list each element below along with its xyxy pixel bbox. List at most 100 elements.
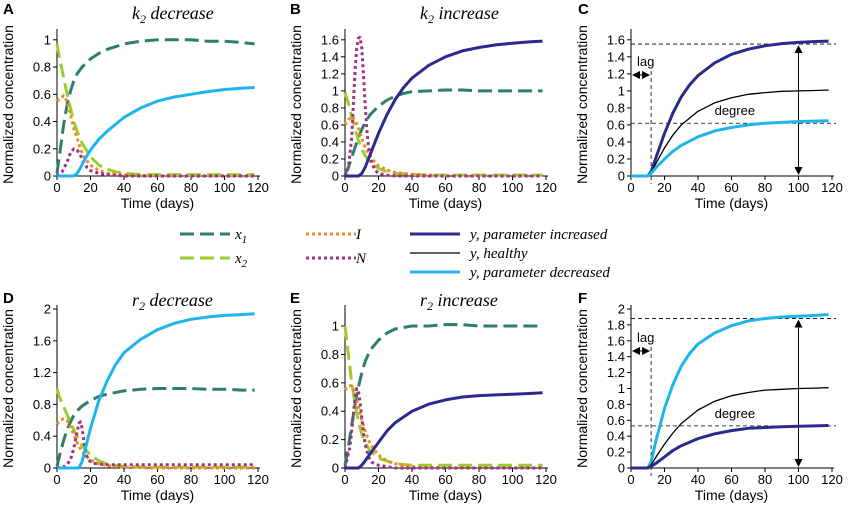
series-line-N [343,387,543,470]
y-tick-label: 0.2 [321,432,339,447]
x-tick-label: 60 [438,180,452,195]
x-tick-label: 60 [724,472,738,487]
legend-subscript: 2 [242,258,248,270]
y-tick-label: 0 [618,461,625,476]
y-tick-label: 0.4 [321,134,339,149]
degree-label: degree [715,103,755,118]
x-tick-label: 60 [150,180,164,195]
x-axis-label: Time (days) [695,487,768,503]
y-axis-label: Normalized concentration [0,309,16,468]
series-line-x2 [55,43,255,177]
series-line-x1 [343,323,543,466]
panel-f: F00.20.40.60.811.21.41.61.820 20 40 60 80 100… [574,290,843,503]
legend-subscript: 1 [242,234,248,246]
series-line-N [343,35,543,178]
x-tick-label: 100 [214,180,236,195]
legend-text: y, parameter decreased [468,265,610,281]
x-tick-label: 80 [184,180,198,195]
y-tick-label: 1.4 [607,49,625,64]
y-tick-label: 1.2 [607,66,625,81]
y-tick-label: 0.8 [321,100,339,115]
x-tick-label: 20 [83,180,97,195]
x-tick-label: 120 [821,180,843,195]
legend-label-x2: x2 [234,251,248,270]
panel-letter: A [3,1,14,18]
series-line-ydec [631,119,829,178]
lag-label: lag [637,330,654,345]
y-axis-label: Normalized concentration [574,309,590,468]
y-tick-label: 1.8 [607,317,625,332]
title-subscript: 2 [140,12,146,26]
series-line-yinc [345,39,543,178]
y-tick-label: 0.6 [321,117,339,132]
x-tick-label: 40 [117,472,131,487]
y-axis-label: Normalized concentration [0,25,16,184]
legend-label-x1: x1 [234,227,247,246]
y-tick-label: 2 [618,302,625,317]
x-tick-label: 80 [758,472,772,487]
y-tick-label: 0 [332,461,339,476]
x-axis-label: Time (days) [121,195,194,211]
y-tick-label: 0.2 [607,151,625,166]
x-tick-label: 120 [247,180,269,195]
series-line-I [56,94,255,178]
x-tick-label: 40 [117,180,131,195]
series-line-I [55,417,255,470]
title-variable: k [132,3,141,23]
legend-label-N: N [355,251,367,267]
x-tick-label: 80 [184,472,198,487]
y-tick-label: 1 [44,32,51,47]
panel-title: r2 decrease [132,290,213,313]
y-tick-label: 0.4 [607,429,625,444]
y-tick-label: 0.8 [607,397,625,412]
title-text: decrease [145,290,213,310]
panel-letter: D [3,290,14,307]
legend-label-ydec: y, parameter decreased [468,265,610,281]
panel-letter: F [578,290,587,307]
series-line-I [343,384,543,470]
y-tick-label: 0.4 [33,114,51,129]
title-subscript: 2 [139,299,145,313]
series-line-yinc [631,424,829,470]
x-tick-label: 20 [657,180,671,195]
x-tick-label: 120 [535,180,557,195]
x-tick-label: 80 [472,472,486,487]
x-tick-label: 20 [371,472,385,487]
x-tick-label: 0 [627,472,634,487]
y-tick-label: 0.8 [33,60,51,75]
x-tick-label: 40 [405,180,419,195]
y-tick-label: 0 [44,461,51,476]
panel-letter: B [290,1,301,18]
x-tick-label: 60 [150,472,164,487]
x-axis-label: Time (days) [409,487,482,503]
series-line-x1 [55,38,255,174]
x-tick-label: 100 [502,180,524,195]
series-line-N [56,147,255,178]
x-tick-label: 20 [371,180,385,195]
x-tick-label: 0 [627,180,634,195]
x-tick-label: 0 [53,180,60,195]
y-tick-label: 1.2 [33,365,51,380]
series-line-yh [631,387,829,469]
legend-text: x [234,227,242,243]
series-line-x1 [55,387,255,467]
y-tick-label: 0.4 [33,429,51,444]
x-tick-label: 120 [535,472,557,487]
legend-text: I [355,227,362,243]
panel-title: r2 increase [420,290,498,313]
y-tick-label: 1 [332,83,339,98]
y-tick-label: 0 [618,169,625,184]
x-tick-label: 120 [821,472,843,487]
x-tick-label: 100 [788,180,810,195]
series-line-yinc [631,39,829,178]
x-tick-label: 40 [405,472,419,487]
y-tick-label: 0.6 [33,87,51,102]
series-line-x2 [343,325,543,467]
panel-title: k2 decrease [132,3,214,26]
y-tick-label: 1.2 [321,66,339,81]
panel-title: k2 increase [420,3,499,26]
y-tick-label: 2 [44,302,51,317]
